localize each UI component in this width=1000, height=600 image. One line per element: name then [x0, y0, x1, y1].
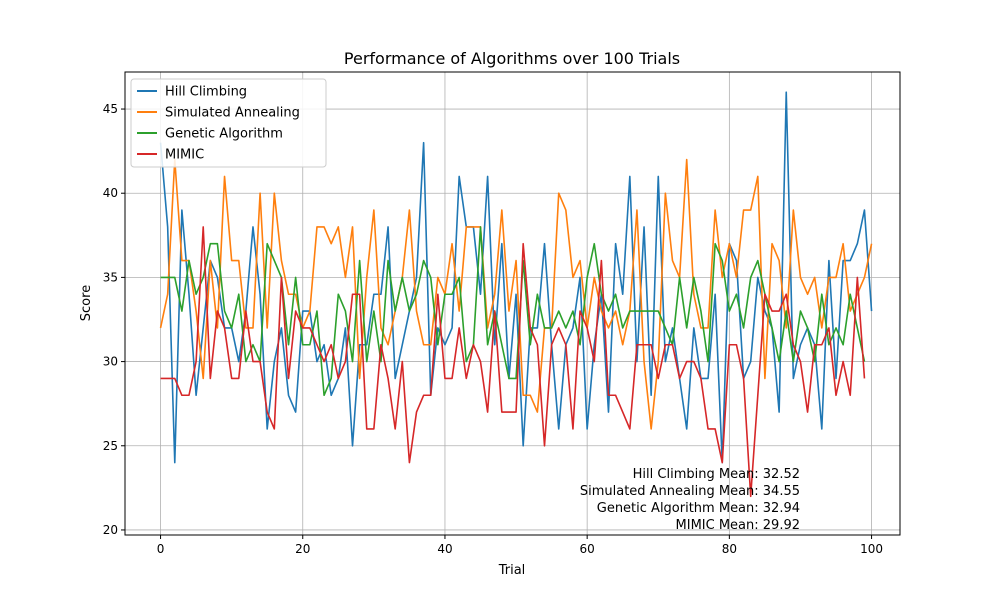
y-tick-label: 45	[103, 102, 118, 116]
x-tick-label: 40	[437, 542, 452, 556]
legend: Hill Climbing Simulated Annealing Genetic …	[130, 78, 327, 168]
y-tick-label: 30	[103, 355, 118, 369]
legend-label: Hill Climbing	[165, 85, 247, 100]
x-tick-label: 100	[860, 542, 883, 556]
x-tick-label: 80	[722, 542, 737, 556]
legend-box	[130, 78, 327, 168]
series-lines	[159, 91, 873, 498]
x-tick-label: 60	[580, 542, 595, 556]
y-tick-label: 35	[103, 270, 118, 284]
legend-label: Simulated Annealing	[165, 106, 300, 121]
y-axis-label: Score	[79, 285, 94, 321]
y-tick-label: 25	[103, 439, 118, 453]
series-line-genetic-algorithm	[160, 226, 866, 397]
y-tick-label: 20	[103, 523, 118, 537]
mean-annotations: Hill Climbing Mean: 32.52 Simulated Annea…	[580, 467, 800, 533]
axis-ticks: 0 20 40 60 80 100 20 25 30 35 40 45	[103, 102, 883, 556]
legend-label: Genetic Algorithm	[165, 127, 283, 142]
legend-label: MIMIC	[165, 148, 204, 163]
chart-title: Performance of Algorithms over 100 Trial…	[344, 49, 680, 68]
mean-annotation: MIMIC Mean: 29.92	[676, 518, 800, 533]
y-tick-label: 40	[103, 186, 118, 200]
x-axis-label: Trial	[498, 563, 526, 578]
x-tick-label: 0	[157, 542, 165, 556]
mean-annotation: Genetic Algorithm Mean: 32.94	[597, 501, 800, 516]
series-line-mimic	[160, 226, 866, 498]
series-line-simulated-annealing	[159, 158, 873, 430]
plot-frame	[124, 71, 901, 536]
grid	[125, 72, 900, 535]
x-tick-label: 20	[295, 542, 310, 556]
mean-annotation: Hill Climbing Mean: 32.52	[633, 467, 800, 482]
mean-annotation: Simulated Annealing Mean: 34.55	[580, 484, 800, 499]
